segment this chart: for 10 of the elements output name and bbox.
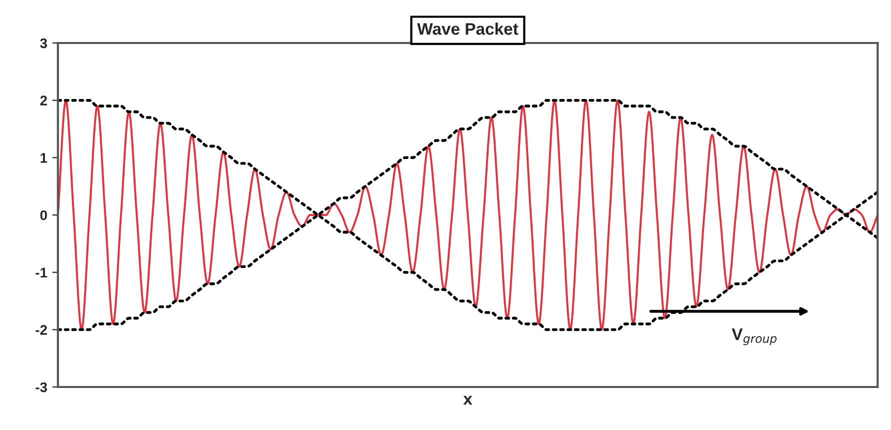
chart-title: Wave Packet [417, 22, 518, 35]
annotation: V$_{group}$ [732, 328, 777, 346]
y-tick-label: 2 [40, 96, 47, 106]
y-tick-label: 3 [40, 38, 47, 48]
y-tick-label: 0 [40, 210, 47, 220]
y-tick-label: -2 [36, 325, 47, 335]
y-tick-label: 1 [40, 153, 48, 163]
x-axis-title: x [463, 396, 472, 405]
y-tick-label: -1 [36, 268, 48, 278]
y-tick-label: -3 [36, 382, 47, 392]
